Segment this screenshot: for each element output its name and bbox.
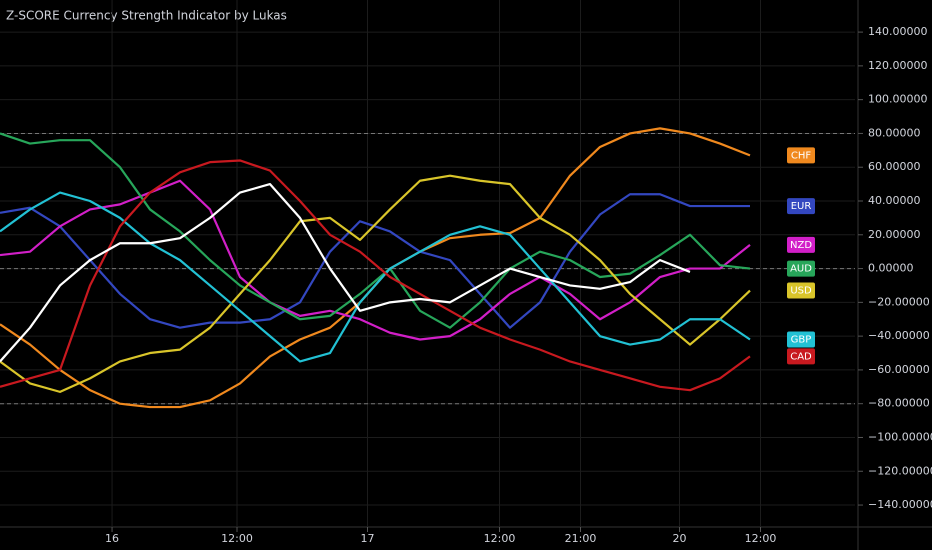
legend-label: CAD	[790, 351, 812, 362]
series-line	[0, 132, 751, 329]
y-tick-label: 100.00000	[868, 93, 928, 106]
y-tick-label: −60.00000	[868, 363, 930, 376]
y-tick-label: 20.00000	[868, 228, 921, 241]
y-tick-label: 140.00000	[868, 25, 928, 38]
y-tick-label: 0.00000	[868, 262, 914, 275]
y-tick-label: 40.00000	[868, 194, 921, 207]
x-tick-label: 12:00	[221, 532, 253, 545]
legend-badge	[787, 260, 815, 277]
y-tick-label: 80.00000	[868, 126, 921, 139]
series-line	[0, 193, 750, 329]
legend-label: NZD	[790, 240, 812, 251]
chart-title: Z-SCORE Currency Strength Indicator by L…	[6, 9, 287, 23]
series-line	[0, 174, 751, 393]
legend-label: GBP	[791, 335, 812, 346]
legend-badge	[787, 331, 815, 348]
series-line	[0, 179, 751, 341]
x-tick-label: 12:00	[484, 532, 516, 545]
y-tick-label: −140.00000	[868, 498, 932, 511]
x-tick-label: 12:00	[745, 532, 777, 545]
legend-label: EUR	[791, 201, 812, 212]
y-tick-label: 60.00000	[868, 160, 921, 173]
legend-label: USD	[790, 286, 812, 297]
y-tick-label: −80.00000	[868, 397, 930, 410]
legend-badge	[787, 198, 815, 215]
legend-badge	[787, 236, 815, 253]
x-tick-label: 20	[673, 532, 687, 545]
series-line	[0, 183, 691, 363]
legend-badge	[787, 282, 815, 299]
legend-badge	[787, 147, 815, 164]
x-tick-label: 17	[361, 532, 375, 545]
series-line	[0, 159, 751, 392]
legend-badge	[787, 348, 815, 365]
x-tick-label: 21:00	[565, 532, 597, 545]
legend-label: AUD	[790, 264, 812, 275]
legend-label: CHF	[791, 150, 812, 161]
y-tick-label: −40.00000	[868, 329, 930, 342]
y-tick-label: −120.00000	[868, 464, 932, 477]
y-tick-label: −100.00000	[868, 430, 932, 443]
y-tick-label: −20.00000	[868, 295, 930, 308]
x-tick-label: 16	[105, 532, 119, 545]
y-tick-label: 120.00000	[868, 59, 928, 72]
